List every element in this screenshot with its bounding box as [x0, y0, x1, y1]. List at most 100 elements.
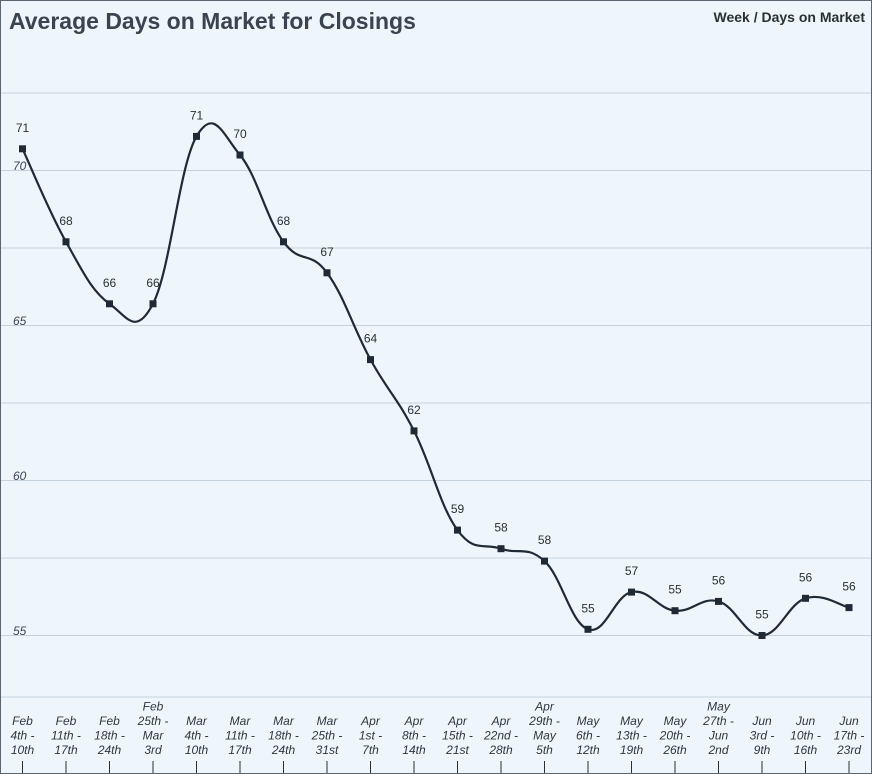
- y-tick-label: 60: [13, 469, 27, 483]
- x-tick-label: Jun: [795, 714, 816, 728]
- x-tick-label: 11th -: [225, 729, 255, 743]
- x-tick-label: 10th: [11, 743, 35, 757]
- x-tick-label: 10th -: [790, 729, 821, 743]
- data-label: 68: [277, 214, 291, 228]
- x-tick-label: 24th: [97, 743, 122, 757]
- data-point: [62, 238, 70, 246]
- data-label: 62: [407, 403, 421, 417]
- x-tick-label: 20th -: [659, 729, 691, 743]
- x-tick-label: 10th: [185, 743, 209, 757]
- data-label: 56: [712, 573, 726, 587]
- data-label: 66: [103, 276, 117, 290]
- x-tick-label: Feb: [12, 714, 33, 728]
- chart-legend: Week / Days on Market: [713, 9, 865, 25]
- x-tick-label: Mar: [143, 729, 165, 743]
- data-point: [280, 238, 287, 246]
- x-tick-label: 24th: [271, 743, 296, 757]
- data-point: [671, 607, 679, 615]
- data-label: 55: [755, 608, 769, 622]
- data-point: [323, 269, 331, 277]
- x-tick-label: 12th: [576, 743, 600, 757]
- data-label: 56: [799, 570, 813, 584]
- x-tick-label: Mar: [186, 714, 208, 728]
- data-label: 71: [16, 121, 30, 135]
- x-tick-label: 26th: [662, 743, 687, 757]
- x-tick-label: 17th -: [834, 729, 865, 743]
- x-tick-label: Jun: [751, 714, 772, 728]
- x-tick-label: 5th: [536, 743, 553, 757]
- chart-title: Average Days on Market for Closings: [9, 8, 416, 34]
- x-tick-label: 17th: [54, 743, 78, 757]
- x-tick-label: 28th: [488, 743, 513, 757]
- data-label: 55: [668, 583, 682, 597]
- data-point: [106, 300, 113, 308]
- data-label: 57: [625, 564, 639, 578]
- x-tick-label: 7th: [362, 743, 379, 757]
- x-tick-label: 4th -: [10, 729, 34, 743]
- y-tick-label: 70: [13, 159, 27, 173]
- data-point: [454, 526, 461, 534]
- x-tick-label: 29th -: [528, 714, 560, 728]
- x-tick-label: 3rd -: [750, 729, 775, 743]
- data-point: [628, 588, 635, 596]
- x-tick-label: 15th -: [442, 729, 473, 743]
- x-tick-label: 23rd: [836, 743, 861, 757]
- x-tick-label: Mar: [273, 714, 295, 728]
- x-tick-label: 9th: [754, 743, 771, 757]
- x-tick-label: Apr: [491, 714, 512, 728]
- x-tick-label: May: [533, 729, 557, 743]
- x-tick-label: 6th -: [576, 729, 600, 743]
- x-tick-label: Feb: [99, 714, 120, 728]
- data-label: 67: [320, 245, 334, 259]
- data-label: 68: [59, 214, 73, 228]
- x-tick-label: Apr: [534, 700, 555, 714]
- x-tick-label: 25th -: [311, 729, 343, 743]
- x-tick-label: Feb: [143, 700, 164, 714]
- data-label: 66: [146, 276, 160, 290]
- x-tick-label: May: [664, 714, 688, 728]
- data-label: 58: [494, 521, 508, 535]
- x-tick-label: 2nd: [707, 743, 728, 757]
- x-tick-label: 3rd: [144, 743, 162, 757]
- x-tick-label: Jun: [708, 729, 729, 743]
- x-tick-label: Mar: [230, 714, 252, 728]
- x-tick-label: 31st: [316, 743, 339, 757]
- x-tick-label: 8th -: [402, 729, 426, 743]
- data-point: [367, 356, 374, 364]
- data-point: [845, 604, 853, 612]
- data-point: [541, 557, 548, 565]
- data-label: 58: [538, 533, 552, 547]
- x-tick-label: 25th -: [137, 714, 169, 728]
- data-label: 59: [451, 502, 465, 516]
- data-labels: 71 68 66 66 71 70 68 67 64 62 59 58 58 55 57 55 56 55 56 56: [16, 108, 856, 621]
- x-tick-label: 19th: [620, 743, 644, 757]
- x-tick-label: 21st: [445, 743, 469, 757]
- y-tick-label: 65: [13, 314, 27, 328]
- gridlines: [1, 92, 871, 773]
- x-tick-label: Apr: [360, 714, 381, 728]
- x-tick-label: 18th -: [94, 729, 125, 743]
- data-point: [715, 597, 722, 605]
- data-point: [19, 145, 26, 153]
- x-tick-label: 16th: [794, 743, 818, 757]
- data-point: [802, 594, 809, 602]
- data-point: [497, 545, 505, 553]
- x-tick-label: 27th -: [702, 714, 734, 728]
- x-tick-label: 17th: [228, 743, 252, 757]
- x-tick-label: 18th -: [268, 729, 299, 743]
- x-tick-label: Mar: [317, 714, 339, 728]
- x-tick-label: 1st -: [359, 729, 382, 743]
- data-point: [149, 300, 157, 308]
- x-tick-label: May: [577, 714, 601, 728]
- data-point: [758, 632, 766, 639]
- y-tick-label: 55: [13, 624, 27, 638]
- data-label: 56: [842, 580, 856, 594]
- x-tick-label: May: [620, 714, 644, 728]
- data-label: 55: [581, 601, 595, 615]
- x-tick-label: Jun: [838, 714, 859, 728]
- data-label: 71: [190, 108, 204, 122]
- x-tick-label: Apr: [404, 714, 425, 728]
- x-tick-label: 13th -: [616, 729, 647, 743]
